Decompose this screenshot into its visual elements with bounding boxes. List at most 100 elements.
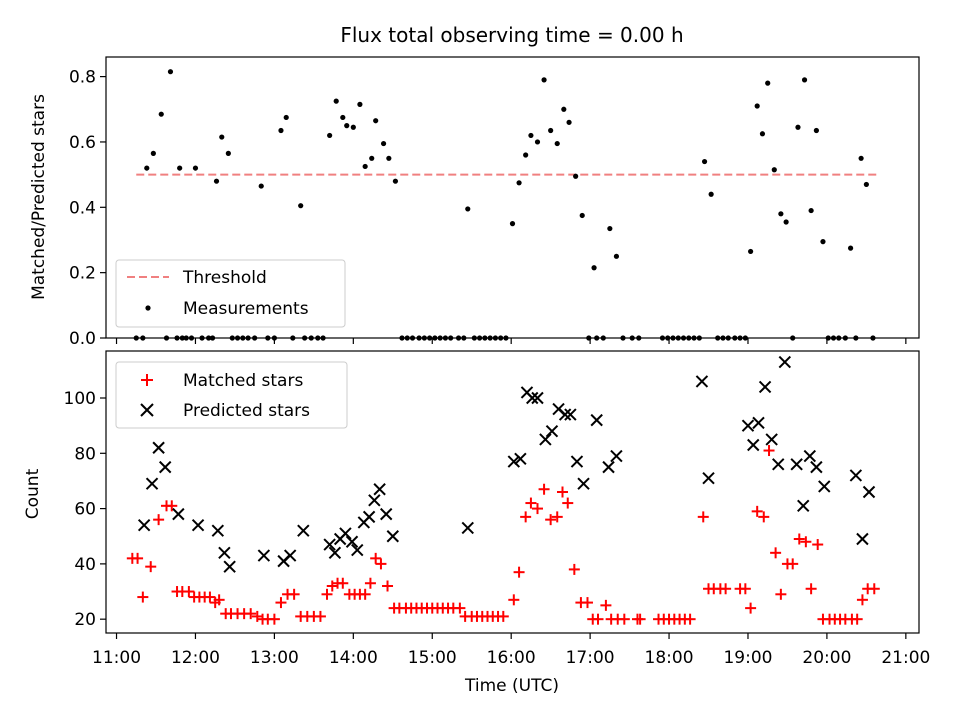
matched-star-point xyxy=(364,577,376,589)
legend-matched-label: Matched stars xyxy=(183,371,303,391)
matched-star-point xyxy=(166,500,178,512)
predicted-star-point xyxy=(368,494,381,507)
predicted-star-point xyxy=(856,532,869,546)
count-y-tick-label: 20 xyxy=(74,610,96,630)
measurement-point xyxy=(509,221,516,227)
measurement-point xyxy=(225,150,231,156)
predicted-star-point xyxy=(558,408,572,421)
matched-star-point xyxy=(314,610,326,622)
matched-star-point xyxy=(382,580,394,592)
predicted-star-point xyxy=(211,524,225,537)
measurement-point xyxy=(283,114,289,121)
count-x-tick-label: 20:00 xyxy=(802,648,851,668)
matched-star-point xyxy=(370,552,382,564)
predicted-star-point xyxy=(323,538,336,551)
measurement-point xyxy=(213,178,220,184)
measurement-point xyxy=(340,114,346,121)
measurement-point xyxy=(357,101,363,107)
matched-star-point xyxy=(275,597,287,609)
matched-star-point xyxy=(145,561,157,573)
matched-star-point xyxy=(513,566,525,578)
matched-star-point xyxy=(545,514,557,526)
ratio-panel: Flux total observing time = 0.00 h 0.00.… xyxy=(29,23,920,349)
ratio-chart-title: Flux total observing time = 0.00 h xyxy=(340,23,683,47)
matched-star-point xyxy=(568,563,580,575)
count-x-tick-label: 11:00 xyxy=(92,648,141,668)
measurement-point xyxy=(465,206,471,212)
matched-star-point xyxy=(525,497,537,509)
count-x-tick-label: 16:00 xyxy=(487,648,536,668)
measurement-point xyxy=(759,131,766,137)
ratio-y-tick-label: 0.4 xyxy=(69,198,96,218)
count-x-tick-label: 17:00 xyxy=(566,648,615,668)
measurement-point xyxy=(808,207,814,214)
predicted-star-point xyxy=(531,391,544,405)
predicted-star-point xyxy=(380,507,393,521)
matched-star-point xyxy=(520,511,532,523)
measurement-point xyxy=(561,106,567,112)
measurement-point xyxy=(801,77,808,83)
predicted-star-point xyxy=(137,518,151,532)
count-x-tick-label: 13:00 xyxy=(250,648,299,668)
matched-star-point xyxy=(758,511,770,523)
predicted-star-point xyxy=(818,480,831,493)
predicted-star-point xyxy=(526,391,539,405)
count-panel: 20 40 60 80 100 11:00 12:00 13:00 14:00 15:00 16:… xyxy=(23,350,930,696)
predicted-star-point xyxy=(461,521,474,535)
ratio-plot-frame xyxy=(105,56,920,339)
measurement-point xyxy=(820,239,826,245)
measurement-point xyxy=(344,123,350,129)
matched-star-point xyxy=(213,594,225,606)
matched-star-point xyxy=(245,608,257,620)
measurement-point xyxy=(863,181,869,188)
measurement-point xyxy=(765,80,771,86)
predicted-star-point xyxy=(810,460,823,474)
ratio-y-tick-label: 0.2 xyxy=(69,264,96,284)
measurement-point xyxy=(386,155,392,161)
matched-star-points xyxy=(126,445,880,625)
matched-star-point xyxy=(562,497,574,509)
measurement-point xyxy=(748,248,754,255)
measurement-point xyxy=(783,219,789,225)
predicted-star-point xyxy=(570,455,584,468)
matched-star-point xyxy=(751,505,763,517)
matched-star-point xyxy=(288,588,300,600)
count-y-tick-label: 80 xyxy=(74,444,96,464)
measurement-point xyxy=(528,132,534,139)
matched-star-point xyxy=(359,588,371,600)
matched-star-point xyxy=(775,588,787,600)
predicted-star-point xyxy=(862,485,876,499)
matched-star-point xyxy=(132,552,144,564)
count-x-tick-label: 15:00 xyxy=(408,648,457,668)
count-legend-box xyxy=(115,361,348,429)
matched-star-point xyxy=(204,591,216,603)
measurement-point xyxy=(144,165,150,171)
measurement-point xyxy=(327,132,333,139)
measurement-point xyxy=(350,124,356,130)
measurement-point xyxy=(579,212,585,219)
measurement-point xyxy=(858,155,864,161)
matched-star-point xyxy=(787,558,799,570)
measurement-point xyxy=(369,155,375,161)
predicted-star-point xyxy=(741,419,755,432)
predicted-star-points xyxy=(137,355,876,573)
measurement-point xyxy=(541,77,547,83)
legend-predicted-swatch xyxy=(140,403,154,417)
ratio-x-ticks xyxy=(115,338,907,344)
matched-star-point xyxy=(153,514,165,526)
predicted-star-point xyxy=(257,549,271,562)
predicted-star-point xyxy=(507,455,521,468)
predicted-star-point xyxy=(790,458,803,471)
predicted-star-point xyxy=(297,524,310,537)
count-x-tick-label: 18:00 xyxy=(645,648,694,668)
measurement-point xyxy=(278,127,284,134)
matched-star-point xyxy=(697,511,709,523)
predicted-star-point xyxy=(849,469,863,482)
predicted-star-point xyxy=(702,471,715,485)
count-y-tick-label: 60 xyxy=(74,500,96,520)
matched-star-point xyxy=(618,613,630,625)
measurement-point xyxy=(158,111,164,117)
count-x-tick-label: 14:00 xyxy=(329,648,378,668)
measurement-point xyxy=(754,103,760,109)
predicted-star-point xyxy=(328,546,342,560)
